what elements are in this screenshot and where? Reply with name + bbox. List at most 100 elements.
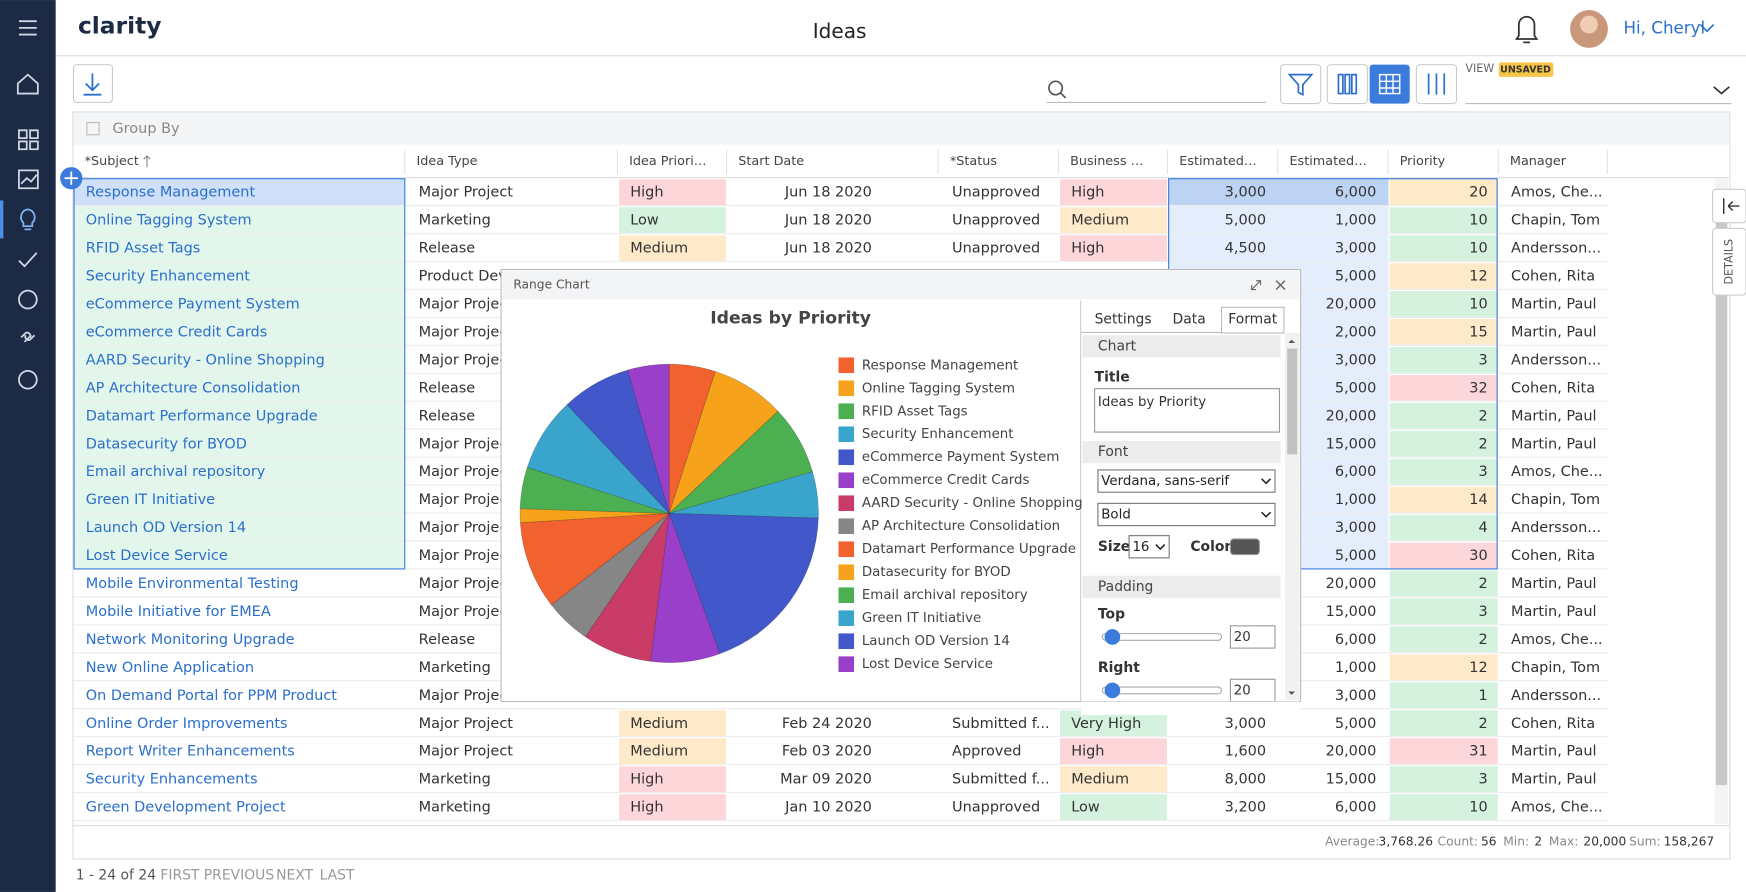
subject-link[interactable]: Mobile Initiative for EMEA — [86, 604, 271, 620]
column-header[interactable]: Estimated… — [1179, 154, 1256, 169]
cell-text: Andersson... — [1511, 352, 1601, 368]
view-caret[interactable] — [1713, 86, 1730, 95]
cell-text: Andersson... — [1511, 520, 1601, 536]
expand-icon[interactable] — [1251, 280, 1262, 291]
cell-text: High — [1071, 241, 1104, 257]
pager-link[interactable]: FIRST — [160, 867, 200, 883]
subject-link[interactable]: Datamart Performance Upgrade — [86, 408, 318, 424]
filter-button[interactable] — [1279, 64, 1322, 105]
subject-link[interactable]: eCommerce Credit Cards — [86, 324, 268, 340]
number-input-value: 20 — [1234, 630, 1251, 645]
subject-link[interactable]: Mobile Environmental Testing — [86, 576, 299, 592]
subject-link[interactable]: Response Management — [86, 185, 256, 201]
number-input-value: 20 — [1234, 683, 1251, 698]
pager-link[interactable]: PREVIOUS — [204, 867, 275, 883]
subject-link[interactable]: AP Architecture Consolidation — [86, 380, 301, 396]
panel-tab[interactable]: Data — [1173, 312, 1206, 328]
select[interactable] — [1097, 469, 1276, 493]
subject-link[interactable]: Security Enhancements — [86, 772, 258, 788]
links-icon[interactable] — [20, 331, 36, 343]
panel-tab[interactable]: Format — [1228, 312, 1278, 328]
number-input[interactable] — [1229, 625, 1276, 649]
subject-link[interactable]: Online Tagging System — [86, 213, 252, 229]
legend-swatch — [838, 610, 855, 627]
pager-link[interactable]: LAST — [320, 867, 355, 883]
title-input[interactable] — [1094, 388, 1280, 433]
select[interactable] — [1097, 502, 1276, 527]
subject-link[interactable]: Email archival repository — [86, 464, 266, 480]
reports-icon[interactable] — [18, 169, 39, 190]
subject-link[interactable]: Green IT Initiative — [86, 492, 215, 508]
subject-link[interactable]: Security Enhancement — [86, 269, 251, 285]
format-panel: Settings Data Format Chart Title Ideas by Pri… — [1081, 306, 1300, 715]
close-icon[interactable] — [1275, 280, 1286, 291]
home-icon[interactable] — [16, 73, 39, 95]
subject-link[interactable]: Lost Device Service — [86, 548, 228, 564]
cell-text: 12 — [1469, 660, 1487, 676]
cell-text: Martin, Paul — [1511, 408, 1597, 424]
grid-icon — [1378, 73, 1401, 95]
slider-knob[interactable] — [1104, 682, 1121, 699]
subject-link[interactable]: New Online Application — [86, 660, 254, 676]
details-tab-label[interactable]: DETAILS — [1722, 239, 1735, 285]
cell-text: Chapin, Tom — [1511, 492, 1600, 508]
field-label: Size — [1098, 539, 1130, 555]
select-value: Bold — [1101, 507, 1131, 522]
subject-link[interactable]: Datasecurity for BYOD — [86, 436, 247, 452]
dashboard-icon[interactable] — [18, 129, 39, 151]
user-greeting[interactable]: Hi, Cheryl — [1624, 17, 1706, 37]
cell-text: 1,000 — [1335, 213, 1376, 229]
time-icon[interactable] — [18, 289, 38, 310]
column-header[interactable]: Idea Type — [416, 154, 477, 169]
ideas-icon[interactable] — [20, 208, 36, 231]
column-header[interactable]: *Subject — [85, 154, 139, 169]
subject-link[interactable]: Report Writer Enhancements — [86, 744, 295, 760]
priority-cell — [1389, 514, 1498, 541]
cell-text: Major Project — [419, 576, 514, 592]
priority-cell — [1389, 235, 1498, 261]
logo[interactable]: clarity — [78, 11, 162, 39]
legend-label: Security Enhancement — [862, 427, 1014, 442]
subject-link[interactable]: Green Development Project — [86, 800, 286, 816]
select-caret — [1261, 478, 1272, 485]
menu-icon[interactable] — [18, 20, 37, 36]
cell-text: Amos, Che... — [1511, 800, 1603, 816]
tasks-icon[interactable] — [18, 252, 38, 268]
cell-text: 3 — [1478, 772, 1487, 788]
panel-tab[interactable]: Settings — [1095, 312, 1152, 328]
subject-link[interactable]: Network Monitoring Upgrade — [86, 632, 295, 648]
subject-link[interactable]: eCommerce Payment System — [86, 297, 300, 313]
column-header[interactable]: Priority — [1400, 154, 1446, 169]
subject-link[interactable]: AARD Security - Online Shopping — [86, 352, 325, 368]
details-tab[interactable] — [1712, 227, 1746, 296]
legend-swatch — [838, 426, 855, 443]
subject-link[interactable]: Online Order Improvements — [86, 716, 288, 732]
priority-cell — [1389, 402, 1498, 429]
global-icon[interactable] — [18, 369, 38, 390]
subject-link[interactable]: RFID Asset Tags — [86, 241, 201, 257]
column-header[interactable]: Idea Priori… — [629, 154, 706, 169]
notification-bell[interactable] — [1514, 15, 1539, 44]
board-view-button[interactable] — [1326, 64, 1368, 105]
column-header[interactable]: Manager — [1510, 154, 1567, 169]
column-header[interactable]: Business … — [1070, 154, 1143, 169]
user-caret[interactable] — [1699, 23, 1715, 33]
cell-text: 3,000 — [1225, 185, 1266, 201]
pager-link[interactable]: NEXT — [276, 867, 313, 883]
subject-link[interactable]: Launch OD Version 14 — [86, 520, 246, 536]
legend-label: Datamart Performance Upgrade — [862, 542, 1076, 557]
color-swatch[interactable] — [1229, 538, 1260, 556]
legend-swatch — [838, 495, 855, 512]
column-header[interactable]: Start Date — [738, 154, 804, 169]
grid-view-button[interactable] — [1369, 64, 1410, 104]
column-header[interactable]: *Status — [950, 154, 998, 169]
cell-text: 15,000 — [1326, 436, 1377, 452]
slider-knob[interactable] — [1104, 629, 1121, 645]
select[interactable] — [1128, 535, 1170, 559]
subject-link[interactable]: On Demand Portal for PPM Product — [86, 688, 338, 704]
cell-text: 1,000 — [1335, 492, 1376, 508]
panel-scrollbar-thumb[interactable] — [1287, 348, 1298, 455]
level-cell — [1060, 794, 1167, 820]
column-header[interactable]: Estimated… — [1289, 154, 1366, 169]
